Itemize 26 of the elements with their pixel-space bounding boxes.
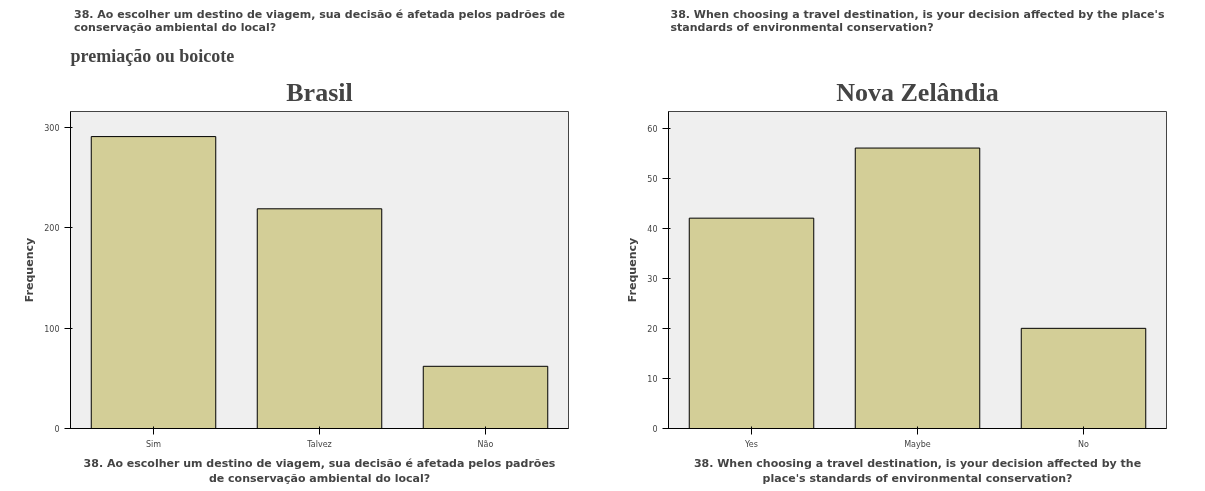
y-axis-title: Frequency bbox=[23, 237, 37, 303]
x-axis-title: 38. Ao escolher um destino de viagem, sua decisão é afetada pelos padrões de conservação ambiental do local? bbox=[74, 7, 565, 34]
y-tick-label: 100 bbox=[44, 324, 60, 334]
x-tick-label: Talvez bbox=[306, 439, 332, 449]
x-axis-title: 38. When choosing a travel destination, is your decision affected by the place's standards of environmental conservation? bbox=[670, 7, 1165, 34]
x-tick-label: Não bbox=[477, 439, 494, 449]
y-tick-label: 20 bbox=[647, 324, 658, 334]
y-tick-label: 10 bbox=[647, 374, 658, 384]
y-tick-label: 30 bbox=[647, 274, 658, 284]
chart-title: Brasil bbox=[286, 77, 353, 107]
text: 38. Ao escolher um destino de viagem, sua decisão é afetada pelos padrões de conservação ambiental do local? bbox=[83, 456, 556, 486]
text: premiação ou boicote bbox=[70, 45, 235, 66]
y-tick-label: 60 bbox=[647, 124, 658, 134]
y-axis-title: Frequency bbox=[626, 237, 640, 303]
y-tick-label: 50 bbox=[647, 174, 658, 184]
x-tick-label: Yes bbox=[744, 439, 758, 449]
chart-title: Nova Zelândia bbox=[836, 77, 999, 107]
y-tick-label: 0 bbox=[54, 425, 60, 434]
y-tick-label: 200 bbox=[44, 224, 60, 234]
y-tick-label: 300 bbox=[44, 124, 60, 134]
y-tick-label: 40 bbox=[647, 224, 658, 234]
y-tick-label: 0 bbox=[652, 425, 658, 434]
x-tick-label: No bbox=[1078, 439, 1090, 449]
x-tick-label: Sim bbox=[145, 439, 162, 449]
x-tick-label: Maybe bbox=[904, 439, 931, 449]
text: 38. When choosing a travel destination, is your decision affected by the place's standards of environmental conservation? bbox=[693, 456, 1142, 486]
